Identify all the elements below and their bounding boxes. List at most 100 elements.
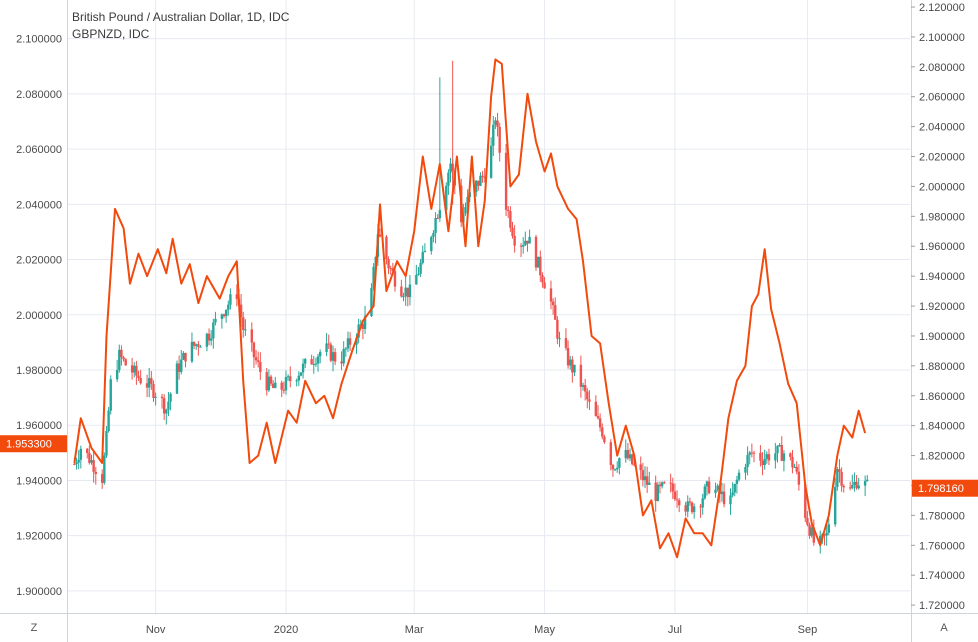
candle-body xyxy=(481,175,484,177)
candle-body xyxy=(167,401,170,410)
candle-body xyxy=(748,452,751,455)
left-price-axis[interactable]: 1.900000 1.920000 1.940000 1.960000 1.980000… xyxy=(16,34,62,598)
auto-scale-right-button[interactable]: A xyxy=(932,617,956,637)
candle-body xyxy=(855,481,858,489)
candle-body xyxy=(675,499,679,501)
left-last-price: 1.953300 xyxy=(6,439,52,451)
right-badge-background xyxy=(912,479,978,497)
candle-body xyxy=(346,338,350,349)
candle-body xyxy=(731,492,734,496)
candle-body xyxy=(180,359,183,372)
candle-body xyxy=(556,319,559,339)
candle-body xyxy=(489,145,493,178)
right-tick-label: 1.760000 xyxy=(919,540,965,552)
candle-body xyxy=(192,341,196,346)
candle-body xyxy=(419,262,422,274)
candle-body xyxy=(417,273,420,275)
right-tick-label: 1.720000 xyxy=(919,600,965,612)
candle-body xyxy=(209,338,213,341)
candle-body xyxy=(827,524,830,533)
candle-body xyxy=(254,357,258,361)
candle-body xyxy=(109,379,112,411)
candle-body xyxy=(299,372,303,376)
candle-body xyxy=(780,444,783,461)
right-corner-button-bg[interactable] xyxy=(932,617,956,637)
left-tick-label: 1.900000 xyxy=(16,586,62,598)
candle-body xyxy=(573,364,576,373)
candle-body xyxy=(372,266,375,289)
candle-body xyxy=(92,460,95,472)
candle-body xyxy=(135,365,138,376)
candle-body xyxy=(184,352,187,362)
candle-body xyxy=(314,363,318,365)
candle-body xyxy=(633,464,636,466)
left-corner-label[interactable]: Z xyxy=(31,622,38,634)
candle-body xyxy=(671,483,674,492)
candle-body xyxy=(182,352,185,360)
candle-body xyxy=(90,460,93,463)
candle-body xyxy=(703,486,707,499)
left-tick-label: 2.000000 xyxy=(16,310,62,322)
candle-body xyxy=(603,436,606,443)
right-corner-label[interactable]: A xyxy=(940,622,948,634)
candle-body xyxy=(776,445,779,454)
candle-body xyxy=(190,341,194,362)
candle-body xyxy=(105,430,108,456)
grid-layer xyxy=(68,0,910,613)
chart-title: British Pound / Australian Dollar, 1D, I… xyxy=(72,10,290,24)
candle-body xyxy=(534,236,538,268)
candle-body xyxy=(479,175,482,186)
candle-body xyxy=(569,359,572,366)
candle-body xyxy=(408,284,412,298)
candle-body xyxy=(549,288,553,302)
candle-body xyxy=(509,211,512,228)
candle-body xyxy=(673,491,677,500)
left-tick-label: 2.080000 xyxy=(16,89,62,101)
candle-body xyxy=(329,344,333,361)
candle-body xyxy=(541,275,544,283)
candle-body xyxy=(564,338,568,348)
candle-body xyxy=(583,385,587,392)
candle-body xyxy=(616,467,619,470)
candle-body xyxy=(752,452,756,454)
candle-body xyxy=(658,484,662,487)
candle-body xyxy=(586,391,589,400)
candle-body xyxy=(804,484,807,518)
candle-body xyxy=(269,376,273,384)
candle-body xyxy=(543,282,546,289)
candle-body xyxy=(195,344,198,346)
right-tick-label: 2.060000 xyxy=(919,92,965,104)
candle-body xyxy=(214,318,217,323)
candle-body xyxy=(154,396,157,398)
auto-scale-left-button[interactable]: Z xyxy=(22,617,46,637)
candle-body xyxy=(654,482,657,501)
right-last-price-badge: 1.798160 xyxy=(912,479,978,497)
candle-body xyxy=(169,393,172,402)
candle-body xyxy=(301,363,305,373)
right-tick-label: 2.080000 xyxy=(919,62,965,74)
candle-body xyxy=(297,375,301,381)
candle-body xyxy=(611,464,615,470)
candle-body xyxy=(699,506,702,508)
right-price-axis[interactable]: 1.7200001.7400001.7600001.7800001.800000… xyxy=(911,2,965,612)
left-tick-label: 1.940000 xyxy=(16,475,62,487)
candle-body xyxy=(280,382,283,390)
candle-body xyxy=(513,235,516,246)
candle-body xyxy=(639,464,642,471)
candle-body xyxy=(224,309,228,317)
candle-body xyxy=(707,481,711,494)
candle-body xyxy=(421,252,424,263)
candle-body xyxy=(342,349,345,364)
candle-body xyxy=(235,294,239,299)
candle-body xyxy=(774,453,777,461)
candle-body xyxy=(571,359,574,373)
candle-body xyxy=(447,172,450,186)
right-tick-label: 2.040000 xyxy=(919,122,965,134)
time-axis[interactable]: Nov 2020 Mar May Jul Sep xyxy=(146,624,817,636)
time-tick-label: Jul xyxy=(668,624,682,636)
candle-body xyxy=(289,376,292,382)
left-corner-button-bg[interactable] xyxy=(22,617,46,637)
candle-body xyxy=(641,470,645,481)
candle-body xyxy=(838,469,841,472)
